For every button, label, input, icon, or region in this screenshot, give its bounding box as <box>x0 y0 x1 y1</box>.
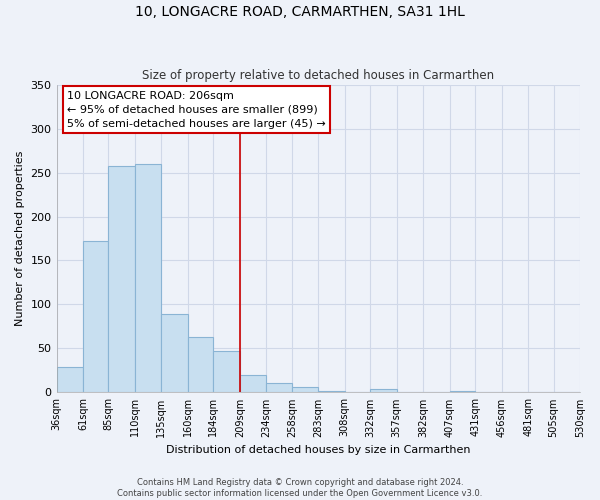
Bar <box>56 367 83 392</box>
Bar <box>449 390 475 392</box>
Bar <box>83 241 109 392</box>
Bar <box>292 387 318 392</box>
Bar <box>109 166 135 392</box>
Bar <box>161 314 188 392</box>
Bar <box>214 351 240 393</box>
Bar <box>135 164 161 392</box>
Text: Contains HM Land Registry data © Crown copyright and database right 2024.
Contai: Contains HM Land Registry data © Crown c… <box>118 478 482 498</box>
Bar <box>370 389 397 392</box>
Bar <box>188 337 214 392</box>
Text: 10, LONGACRE ROAD, CARMARTHEN, SA31 1HL: 10, LONGACRE ROAD, CARMARTHEN, SA31 1HL <box>135 5 465 19</box>
Bar <box>240 375 266 392</box>
X-axis label: Distribution of detached houses by size in Carmarthen: Distribution of detached houses by size … <box>166 445 470 455</box>
Text: 10 LONGACRE ROAD: 206sqm
← 95% of detached houses are smaller (899)
5% of semi-d: 10 LONGACRE ROAD: 206sqm ← 95% of detach… <box>67 90 326 128</box>
Bar <box>266 383 292 392</box>
Title: Size of property relative to detached houses in Carmarthen: Size of property relative to detached ho… <box>142 69 494 82</box>
Bar <box>318 390 345 392</box>
Y-axis label: Number of detached properties: Number of detached properties <box>15 151 25 326</box>
